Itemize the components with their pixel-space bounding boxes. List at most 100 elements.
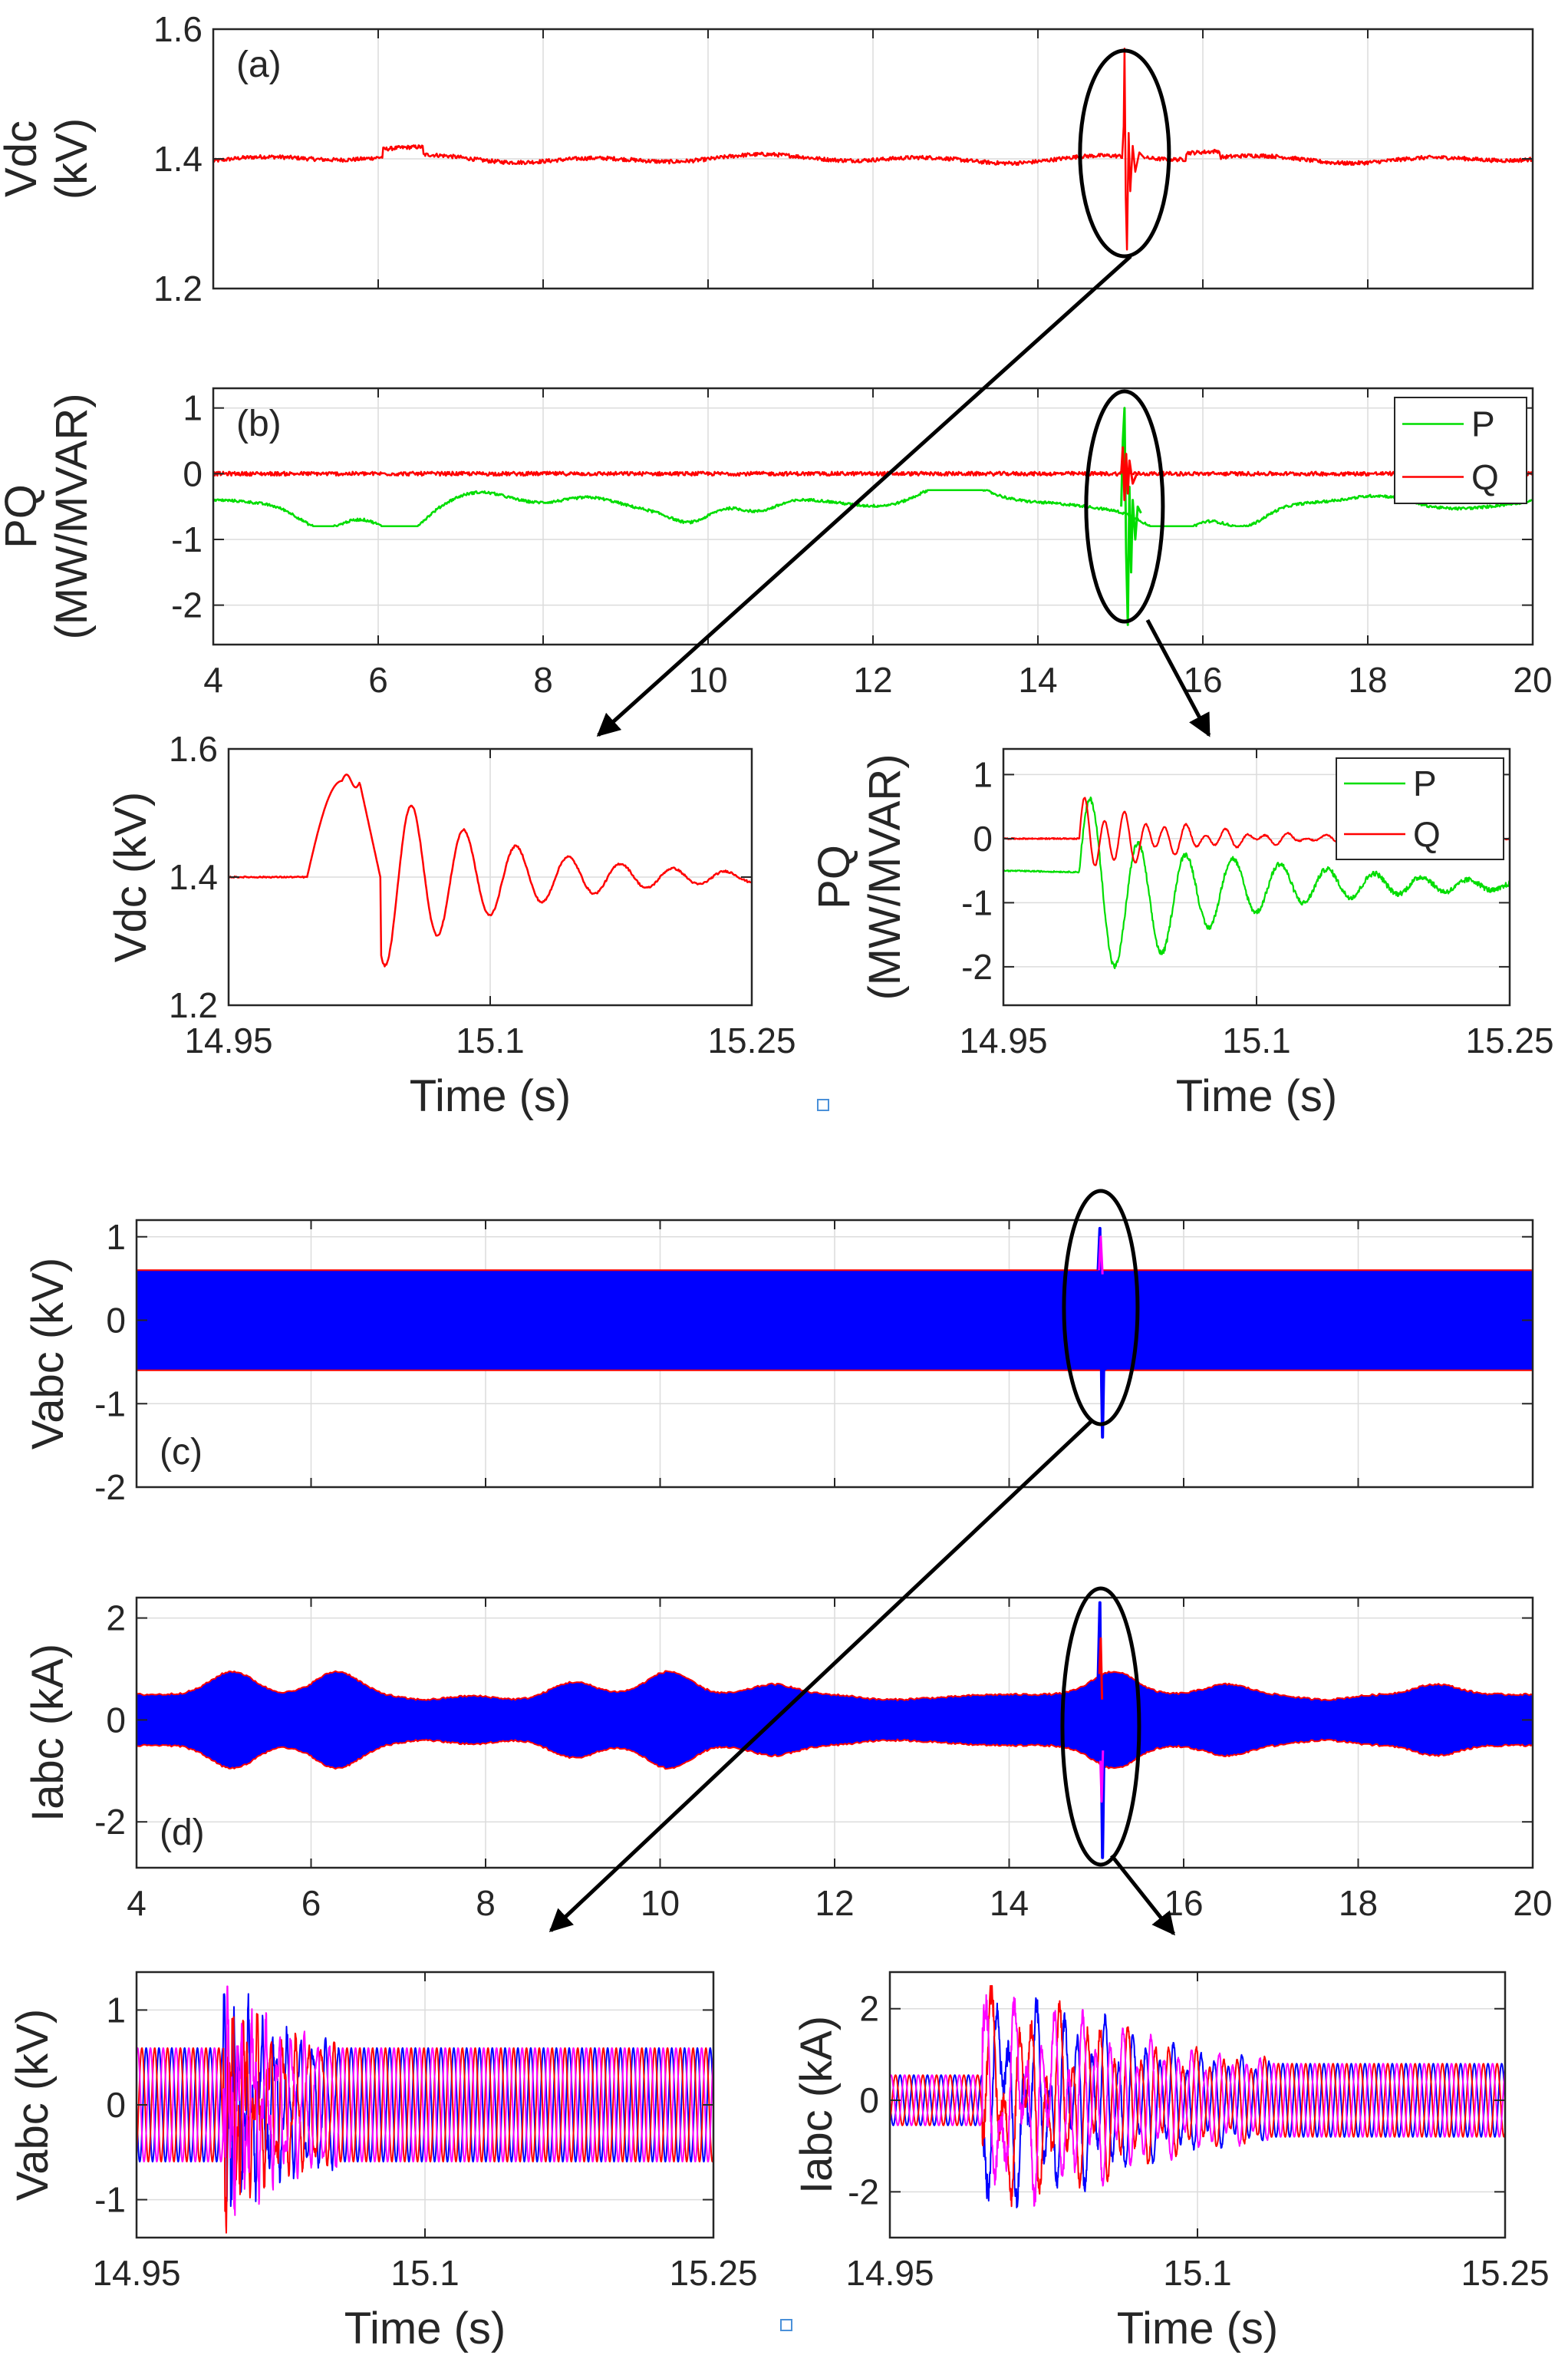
marker-square: [780, 2319, 792, 2331]
iabc-envelope-edge: [137, 1670, 1533, 1702]
x-tick-label: 15.1: [1163, 2253, 1232, 2293]
x-tick-label: 14.95: [845, 2253, 934, 2293]
x-tick-label: 15.25: [1465, 1021, 1553, 1060]
x-tick-label: 12: [853, 660, 892, 700]
y-axis-label: PQ: [809, 845, 859, 909]
iabc-zoom-phase-3: [890, 1994, 1505, 2207]
x-tick-label: 15.25: [707, 1021, 796, 1060]
y-axis-label: Iabc (kA): [792, 2016, 842, 2194]
highlight-ellipse-a: [1078, 48, 1171, 259]
vdc-trace: [213, 144, 1123, 167]
marker-square: [817, 1099, 829, 1111]
traces-d_zoom: [890, 1984, 1505, 2208]
y-tick-label: 1.2: [153, 269, 203, 308]
x-tick-label: 4: [127, 1883, 147, 1923]
vabc-zoom-phase-3: [137, 1985, 713, 2216]
y-axis-label: (kV): [47, 118, 97, 200]
x-tick-label: 15.1: [390, 2253, 460, 2293]
y-tick-label: 1.6: [169, 729, 218, 769]
vabc-zoom-phase-2: [137, 2013, 713, 2234]
legend-label: Q: [1471, 457, 1499, 497]
iabc-event: [1098, 1637, 1104, 1700]
traces-a_zoom: [229, 773, 752, 968]
panel-frames: [135, 28, 1534, 2239]
x-tick-label: 8: [533, 660, 553, 700]
x-tick-label: 15.25: [669, 2253, 757, 2293]
iabc-event: [1099, 1750, 1105, 1803]
traces-a: [213, 48, 1533, 251]
y-tick-label: -1: [94, 2180, 126, 2220]
x-axis-label: Time (s): [1176, 1071, 1337, 1121]
y-tick-label: 0: [106, 1301, 126, 1341]
vdc-event: [1121, 48, 1146, 251]
zoom-arrow-c: [548, 1418, 1095, 1933]
y-axis-label: (MW/MVAR): [860, 754, 910, 1000]
y-axis-label: Iabc (kA): [23, 1644, 73, 1822]
axes-frame-c_zoom: [135, 1971, 715, 2239]
x-tick-label: 12: [815, 1883, 854, 1923]
y-tick-label: 0: [183, 454, 203, 493]
x-axis-label: Time (s): [344, 2304, 506, 2353]
y-tick-label: 0: [859, 2080, 879, 2120]
panel-tag: (a): [236, 45, 282, 85]
iabc-envelope: [137, 1671, 1533, 1770]
legend-label: P: [1413, 764, 1437, 803]
p-zoom-trace: [1003, 797, 1510, 969]
x-tick-label: 15.25: [1461, 2253, 1549, 2293]
zoom-arrow-a: [596, 255, 1132, 737]
x-tick-label: 4: [203, 660, 223, 700]
x-tick-label: 14: [990, 1883, 1029, 1923]
panel-tag: (b): [236, 404, 282, 444]
x-tick-label: 20: [1513, 1883, 1552, 1923]
traces-d: [137, 1601, 1533, 1859]
y-tick-label: -2: [94, 1467, 126, 1507]
axes-frame-a: [212, 28, 1534, 290]
vabc-event: [1096, 1226, 1107, 1439]
x-axis-label: Time (s): [410, 1071, 571, 1121]
x-tick-label: 18: [1348, 660, 1387, 700]
data-traces: [137, 48, 1533, 2234]
y-tick-label: 1: [106, 1990, 126, 2030]
y-tick-label: -1: [94, 1384, 126, 1423]
x-tick-label: 10: [688, 660, 727, 700]
x-tick-label: 18: [1339, 1883, 1378, 1923]
y-tick-label: 1: [183, 388, 203, 428]
axes-frame-d_zoom: [888, 1971, 1507, 2239]
y-tick-label: 1: [973, 754, 993, 794]
vdc-zoom-trace: [229, 773, 752, 968]
x-tick-label: 14.95: [92, 2253, 180, 2293]
y-tick-label: -1: [961, 882, 993, 922]
y-tick-label: 1: [106, 1217, 126, 1257]
x-tick-label: 14.95: [959, 1021, 1047, 1060]
y-tick-label: 2: [106, 1598, 126, 1638]
x-tick-label: 20: [1513, 660, 1552, 700]
traces-b: [213, 407, 1533, 626]
y-tick-label: 0: [973, 819, 993, 859]
iabc-zoom-phase-1: [890, 1997, 1505, 2208]
highlight-ellipse-b: [1084, 389, 1165, 624]
axes-frame-b_zoom: [1002, 747, 1511, 1007]
axes-frame-d: [135, 1596, 1534, 1869]
y-tick-label: 1.6: [153, 9, 203, 49]
y-axis-label: Vabc (kV): [8, 2009, 58, 2201]
y-tick-label: -2: [848, 2172, 879, 2212]
vdc-trace: [1145, 148, 1533, 167]
legend-box: [1394, 397, 1527, 504]
legend-label: Q: [1413, 814, 1441, 854]
p-event: [1120, 407, 1142, 626]
axes-frame-c: [135, 1219, 1534, 1489]
y-axis-label: Vdc (kV): [106, 792, 156, 962]
y-tick-label: 2: [859, 1989, 879, 2029]
y-axis-label: Vdc: [0, 120, 46, 197]
x-tick-label: 6: [301, 1883, 321, 1923]
zoom-arrow-b: [1145, 618, 1211, 737]
legend-label: P: [1471, 404, 1495, 444]
y-axis-label: PQ: [0, 484, 46, 549]
y-axis-label: Vabc (kV): [23, 1258, 73, 1450]
q-event: [1120, 446, 1138, 502]
panel-tag: (c): [160, 1432, 203, 1473]
x-tick-label: 10: [641, 1883, 680, 1923]
legend: PQ: [1394, 397, 1527, 504]
